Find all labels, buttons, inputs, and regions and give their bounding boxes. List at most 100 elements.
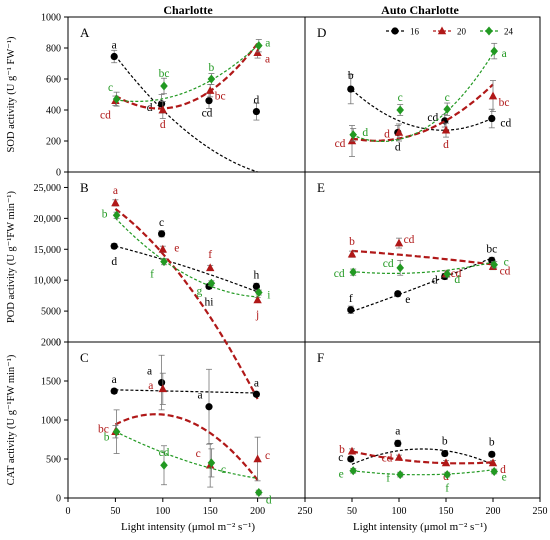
significance-label: a xyxy=(265,54,270,66)
significance-label: c xyxy=(108,82,113,94)
data-point xyxy=(253,295,262,304)
significance-label: c xyxy=(221,464,226,476)
significance-label: a xyxy=(502,48,507,60)
data-point xyxy=(160,257,168,267)
significance-label: j xyxy=(255,309,259,321)
significance-label: d xyxy=(160,119,166,131)
significance-label: cd xyxy=(159,447,170,459)
trend-line xyxy=(351,53,494,142)
panel-letter: B xyxy=(80,180,89,195)
data-point xyxy=(206,263,215,272)
data-point xyxy=(394,127,404,136)
data-point xyxy=(158,100,166,108)
significance-label: bc xyxy=(499,97,510,109)
data-point xyxy=(437,26,447,35)
y-tick-label: 5000 xyxy=(41,307,61,318)
x-tick-label: 50 xyxy=(110,506,120,517)
data-point xyxy=(112,210,121,220)
data-point xyxy=(347,306,355,314)
y-tick-label: 500 xyxy=(46,455,61,466)
x-tick-label: 100 xyxy=(392,506,407,517)
trend-line xyxy=(351,256,494,313)
x-tick-label: 200 xyxy=(250,506,265,517)
data-point xyxy=(490,46,498,56)
significance-label: bc xyxy=(215,91,226,103)
significance-label: f xyxy=(150,269,154,281)
trend-line xyxy=(114,55,258,173)
significance-label: e xyxy=(174,242,179,254)
y-tick-label: 25,000 xyxy=(34,183,62,194)
significance-label: a xyxy=(254,377,259,389)
data-point xyxy=(394,290,402,298)
panel-letter: E xyxy=(317,180,325,195)
panel-borders xyxy=(67,16,541,499)
significance-label: a xyxy=(112,374,117,386)
trend-line xyxy=(351,261,494,274)
significance-label: a xyxy=(112,40,117,52)
data-point xyxy=(110,387,118,395)
data-point xyxy=(396,470,404,480)
y-tick-label: 20,000 xyxy=(34,214,62,225)
data-point xyxy=(160,460,168,470)
data-point xyxy=(441,125,451,134)
y-tick-label: 200 xyxy=(46,137,61,148)
significance-label: cd xyxy=(100,110,111,122)
trend-line xyxy=(114,413,259,481)
significance-label: b xyxy=(102,208,108,220)
data-point xyxy=(158,378,166,387)
panel-letter: F xyxy=(317,350,324,365)
plot-frame xyxy=(67,16,541,499)
significance-label: b xyxy=(339,444,345,456)
y-tick-label: 1500 xyxy=(41,377,61,388)
x-tick-label: 150 xyxy=(439,506,454,517)
significance-label: cd xyxy=(500,118,511,130)
significance-label: a xyxy=(113,185,118,197)
legend-label: 20 xyxy=(457,27,467,37)
trend-line xyxy=(351,83,494,142)
data-point xyxy=(488,458,498,467)
x-tick-label: 150 xyxy=(203,506,218,517)
significance-label: cd xyxy=(202,108,213,120)
significance-label: bc xyxy=(159,68,170,80)
significance-label: d xyxy=(362,127,368,139)
data-point xyxy=(347,446,357,455)
significance-label: hi xyxy=(205,296,214,308)
significance-label: f xyxy=(445,483,449,495)
significance-label: d xyxy=(443,139,449,151)
significance-label: i xyxy=(267,290,270,302)
data-point xyxy=(205,403,213,411)
panel-F: Fcabbbcdddeffe xyxy=(317,350,507,495)
significance-label: h xyxy=(254,269,260,281)
data-point xyxy=(441,449,449,458)
significance-label: b xyxy=(209,62,215,74)
trend-line xyxy=(115,245,258,293)
data-point xyxy=(347,455,355,463)
data-point xyxy=(158,384,167,393)
significance-label: b xyxy=(349,236,355,248)
data-point xyxy=(205,97,213,105)
significance-label: a xyxy=(265,38,270,50)
data-point xyxy=(207,74,216,84)
data-point xyxy=(160,81,168,91)
y-tick-label: 800 xyxy=(46,44,61,55)
y-tick-label: 0 xyxy=(56,494,61,505)
data-point xyxy=(207,458,216,468)
y-tick-label: 15,000 xyxy=(34,245,62,256)
trend-line xyxy=(115,430,258,479)
x-axis-label-left: Light intensity (μmol m⁻² s⁻¹) xyxy=(121,521,255,533)
y-tick-label: 2000 xyxy=(41,338,61,349)
data-point xyxy=(490,466,498,476)
data-point xyxy=(391,27,399,35)
data-point xyxy=(490,260,498,270)
data-point xyxy=(110,52,118,61)
significance-label: d xyxy=(395,141,401,153)
significance-label: b xyxy=(489,436,495,448)
significance-label: cd xyxy=(382,452,393,464)
significance-label: d xyxy=(254,95,260,107)
x-tick-label: 250 xyxy=(533,506,548,517)
data-point xyxy=(112,427,121,437)
data-point xyxy=(394,238,404,247)
data-point xyxy=(252,282,260,290)
significance-label: cd xyxy=(383,258,394,270)
